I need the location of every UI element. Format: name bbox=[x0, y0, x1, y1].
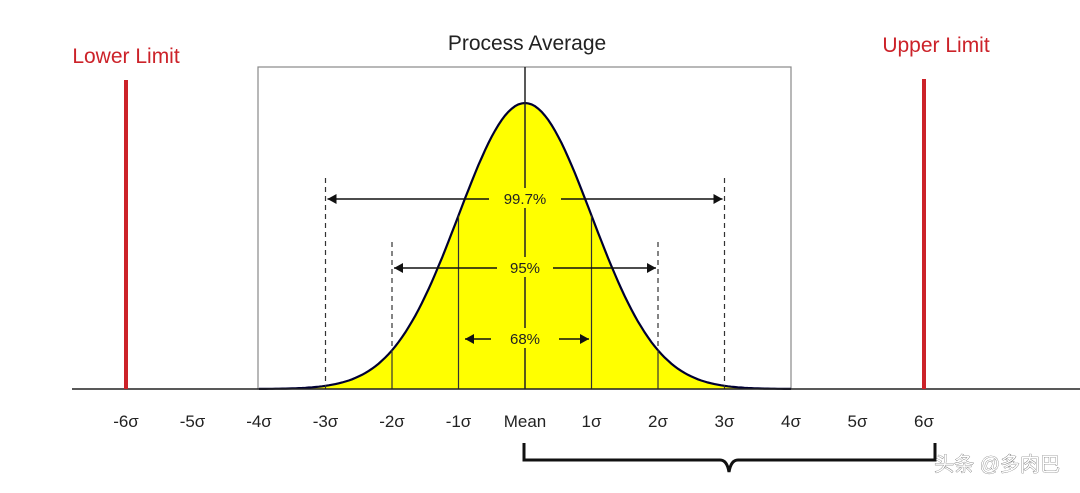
arrow-head bbox=[580, 334, 589, 344]
tick-label: 6σ bbox=[914, 412, 934, 431]
dashed-guides bbox=[324, 178, 726, 386]
tick-label: 1σ bbox=[582, 412, 602, 431]
tick-label: Mean bbox=[504, 412, 547, 431]
arrow-head bbox=[465, 334, 474, 344]
tick-label: 5σ bbox=[848, 412, 868, 431]
process-average-title: Process Average bbox=[448, 32, 606, 55]
arrow-head bbox=[394, 263, 403, 273]
tick-label: -3σ bbox=[313, 412, 339, 431]
range-label: 68% bbox=[510, 331, 540, 348]
range-label-bg bbox=[493, 328, 557, 348]
tick-label: -5σ bbox=[180, 412, 206, 431]
range-arrows: 99.7% 95% 68% bbox=[327, 188, 723, 348]
arrow-head bbox=[327, 194, 337, 204]
lower-limit-label: Lower Limit bbox=[72, 45, 180, 68]
tick-label: 4σ bbox=[781, 412, 801, 431]
range-label-bg bbox=[499, 257, 551, 277]
tick-label: -1σ bbox=[446, 412, 472, 431]
arrow-head bbox=[713, 194, 723, 204]
tick-label: -2σ bbox=[379, 412, 405, 431]
watermark-text: 头条 @多肉巴 bbox=[934, 453, 1060, 476]
tick-labels: -6σ -5σ -4σ -3σ -2σ -1σ Mean 1σ 2σ 3σ 4σ 5σ 6σ bbox=[113, 412, 934, 431]
tick-label: -4σ bbox=[246, 412, 272, 431]
range-label-bg bbox=[491, 188, 559, 208]
bottom-bracket bbox=[522, 443, 937, 473]
range-label: 95% bbox=[510, 260, 540, 277]
tick-label: -6σ bbox=[113, 412, 139, 431]
upper-limit-label: Upper Limit bbox=[882, 34, 990, 57]
tick-label: 2σ bbox=[648, 412, 668, 431]
sigma-lines bbox=[324, 215, 726, 389]
arrow-head bbox=[647, 263, 656, 273]
range-label: 99.7% bbox=[504, 191, 547, 208]
tick-label: 3σ bbox=[715, 412, 735, 431]
